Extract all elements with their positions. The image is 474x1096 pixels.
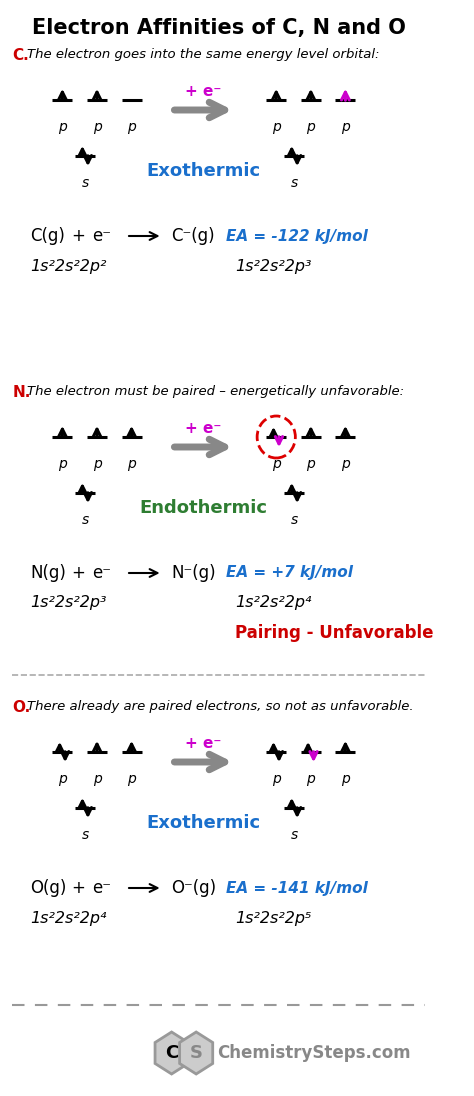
Text: N.: N. — [12, 385, 31, 400]
Text: C.: C. — [12, 48, 29, 62]
Text: p: p — [127, 119, 136, 134]
Text: p: p — [92, 772, 101, 786]
Text: Exothermic: Exothermic — [146, 814, 261, 832]
Text: p: p — [272, 772, 281, 786]
Text: e⁻: e⁻ — [92, 879, 111, 897]
Text: p: p — [58, 772, 67, 786]
Text: p: p — [127, 772, 136, 786]
Text: +: + — [71, 879, 85, 897]
Text: p: p — [272, 457, 281, 471]
Text: EA = +7 kJ/mol: EA = +7 kJ/mol — [226, 566, 353, 581]
Text: C: C — [165, 1044, 178, 1062]
Text: p: p — [58, 457, 67, 471]
Text: p: p — [307, 119, 315, 134]
Text: The electron goes into the same energy level orbital:: The electron goes into the same energy l… — [27, 48, 379, 61]
Text: Exothermic: Exothermic — [146, 162, 261, 180]
Text: Endothermic: Endothermic — [139, 499, 267, 517]
Text: 1s²2s²2p³: 1s²2s²2p³ — [30, 595, 107, 610]
Text: Pairing - Unfavorable: Pairing - Unfavorable — [235, 624, 434, 642]
Text: p: p — [92, 119, 101, 134]
Text: s: s — [291, 827, 298, 842]
Text: 1s²2s²2p⁴: 1s²2s²2p⁴ — [30, 911, 107, 925]
Text: p: p — [58, 119, 67, 134]
Text: s: s — [82, 176, 89, 190]
Text: S: S — [190, 1044, 203, 1062]
Text: C⁻(g): C⁻(g) — [172, 227, 215, 246]
Text: 1s²2s²2p³: 1s²2s²2p³ — [235, 259, 312, 274]
Text: + e⁻: + e⁻ — [185, 737, 222, 751]
Text: ChemistrySteps.com: ChemistrySteps.com — [217, 1044, 411, 1062]
Text: p: p — [307, 772, 315, 786]
Text: Electron Affinities of C, N and O: Electron Affinities of C, N and O — [32, 18, 406, 38]
Text: O(g): O(g) — [30, 879, 67, 897]
Text: p: p — [341, 457, 350, 471]
Text: + e⁻: + e⁻ — [185, 421, 222, 436]
Text: C(g): C(g) — [30, 227, 65, 246]
Text: p: p — [307, 457, 315, 471]
Text: + e⁻: + e⁻ — [185, 84, 222, 99]
Polygon shape — [180, 1032, 213, 1074]
Text: O.: O. — [12, 700, 31, 715]
Text: p: p — [92, 457, 101, 471]
Text: s: s — [82, 513, 89, 527]
Text: +: + — [71, 227, 85, 246]
Text: +: + — [71, 564, 85, 582]
Text: EA = -141 kJ/mol: EA = -141 kJ/mol — [226, 880, 368, 895]
Text: The electron must be paired – energetically unfavorable:: The electron must be paired – energetica… — [27, 385, 404, 398]
Text: p: p — [341, 772, 350, 786]
Text: s: s — [291, 176, 298, 190]
Text: s: s — [82, 827, 89, 842]
Text: O⁻(g): O⁻(g) — [172, 879, 217, 897]
Polygon shape — [155, 1032, 188, 1074]
Text: p: p — [127, 457, 136, 471]
Text: s: s — [291, 513, 298, 527]
Text: 1s²2s²2p²: 1s²2s²2p² — [30, 259, 107, 274]
Text: p: p — [341, 119, 350, 134]
Text: N(g): N(g) — [30, 564, 66, 582]
Text: p: p — [272, 119, 281, 134]
Text: 1s²2s²2p⁴: 1s²2s²2p⁴ — [235, 595, 312, 610]
Text: 1s²2s²2p⁵: 1s²2s²2p⁵ — [235, 911, 312, 925]
Text: e⁻: e⁻ — [92, 227, 111, 246]
Text: There already are paired electrons, so not as unfavorable.: There already are paired electrons, so n… — [27, 700, 413, 713]
Text: e⁻: e⁻ — [92, 564, 111, 582]
Text: N⁻(g): N⁻(g) — [172, 564, 216, 582]
Text: EA = -122 kJ/mol: EA = -122 kJ/mol — [226, 228, 368, 243]
